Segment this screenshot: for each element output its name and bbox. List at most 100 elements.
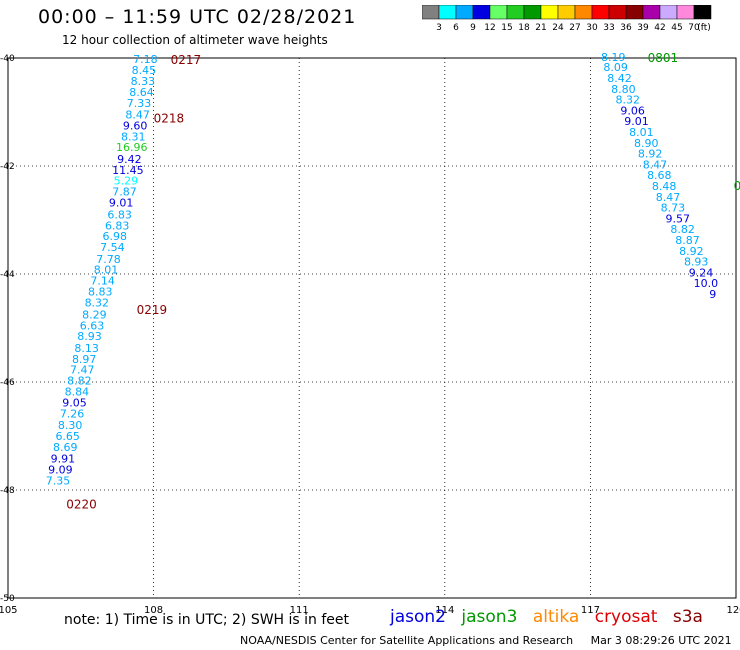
wave-height-value: 8.01: [94, 264, 119, 277]
wave-height-value: 8.42: [607, 72, 632, 85]
pass-time-label: 0217: [171, 53, 202, 67]
wave-height-value: 8.29: [82, 309, 107, 322]
wave-height-value: 9.01: [109, 197, 134, 210]
wave-height-value: 8.47: [125, 109, 150, 122]
wave-height-value: 8.97: [72, 353, 97, 366]
color-scale-label: 18: [518, 23, 530, 33]
wave-height-value: 8.32: [85, 297, 110, 310]
wave-height-value: 9.09: [48, 463, 73, 476]
wave-height-value: 9.42: [117, 153, 142, 166]
wave-height-value: 8.47: [656, 191, 681, 204]
wave-height-value: 8.73: [661, 202, 686, 215]
map-title: 00:00 – 11:59 UTC 02/28/2021: [38, 6, 357, 28]
legend-s3a: s3a: [672, 607, 703, 627]
longitude-label: 114: [435, 605, 454, 616]
color-scale-label: 3: [436, 23, 442, 33]
wave-height-value: 9.06: [620, 104, 645, 117]
longitude-label: 117: [581, 605, 600, 616]
wave-height-value: 9.05: [62, 397, 87, 410]
wave-height-value: 9.57: [666, 212, 691, 225]
wave-height-value: 8.92: [638, 148, 663, 161]
wave-height-value: 6.98: [103, 230, 128, 243]
wave-height-value: 7.14: [90, 274, 115, 287]
wave-height-value: 6.83: [105, 219, 130, 232]
latitude-label: -46: [0, 378, 15, 388]
wave-height-value: 7.26: [60, 407, 85, 420]
wave-height-value: 7.47: [70, 364, 95, 377]
wave-height-value: 8.92: [679, 245, 704, 258]
wave-height-value: 6.65: [55, 430, 80, 443]
legend-altika: altika: [532, 607, 580, 627]
color-scale-label: 39: [637, 23, 649, 33]
wave-height-value: 8.87: [675, 234, 700, 247]
wave-height-value: 8.48: [652, 180, 677, 193]
color-scale-label: 9: [470, 23, 476, 33]
pass-time-label: 0801: [648, 51, 679, 65]
footer-note: note: 1) Time is in UTC; 2) SWH is in fe…: [64, 612, 350, 628]
map-frame: [7, 57, 737, 599]
wave-height-value: 8.90: [634, 137, 659, 150]
wave-height-value: 9.60: [123, 120, 148, 133]
wave-height-value: 8.31: [121, 130, 146, 143]
wave-height-value: 8.83: [88, 285, 113, 298]
wave-height-value: 7.54: [100, 241, 125, 254]
latitude-label: -42: [0, 162, 15, 172]
wave-height-value: 7.33: [127, 97, 152, 110]
wave-height-value: 8.09: [603, 61, 628, 74]
longitude-label: 111: [290, 605, 309, 616]
wave-height-value: 8.82: [67, 374, 92, 387]
wave-height-value: 8.01: [629, 126, 654, 139]
wave-height-value: 9: [709, 288, 716, 301]
wave-height-value: 10.0: [694, 277, 719, 290]
wave-height-value: 16.96: [116, 141, 148, 154]
color-swatch: [693, 5, 712, 20]
wave-height-value: 6.63: [80, 319, 105, 332]
map-subtitle: 12 hour collection of altimeter wave hei…: [62, 33, 328, 47]
longitude-label: 108: [144, 605, 163, 616]
color-scale-unit: (ft): [697, 23, 711, 33]
color-scale-label: 36: [620, 23, 632, 33]
color-scale-label: 15: [501, 23, 512, 33]
pass-time-label: 0220: [66, 498, 97, 512]
wave-height-value: 7.78: [96, 253, 121, 266]
credit-text: NOAA/NESDIS Center for Satellite Applica…: [240, 634, 574, 647]
latitude-label: -44: [0, 270, 15, 280]
wave-height-value: 8.64: [129, 86, 154, 99]
wave-height-value: 8.32: [616, 94, 641, 107]
color-scale-label: 6: [453, 23, 459, 33]
pass-time-label: 0802: [734, 179, 740, 193]
color-scale-label: 12: [484, 23, 495, 33]
wave-height-value: 8.93: [77, 330, 102, 343]
wave-height-value: 8.19: [601, 51, 626, 64]
color-scale-label: 21: [535, 23, 546, 33]
latitude-label: -50: [0, 594, 15, 604]
wave-height-value: 8.30: [58, 419, 83, 432]
longitude-label: 105: [0, 605, 18, 616]
wave-height-value: 7.35: [46, 474, 71, 487]
wave-height-value: 11.45: [112, 164, 144, 177]
longitude-label: 120: [726, 605, 740, 616]
color-scale-label: 30: [586, 23, 598, 33]
wave-height-value: 9.24: [689, 266, 714, 279]
wave-height-value: 9.91: [51, 453, 76, 466]
color-scale-label: 33: [603, 23, 614, 33]
wave-height-value: 8.47: [643, 158, 668, 171]
legend-jason2: jason2: [390, 607, 446, 627]
legend-cryosat: cryosat: [594, 607, 658, 627]
wave-height-value: 6.83: [107, 209, 132, 222]
timestamp: Mar 3 08:29:26 UTC 2021: [590, 634, 732, 647]
latitude-label: -48: [0, 486, 15, 496]
wave-height-value: 8.68: [647, 169, 672, 182]
wave-height-value: 8.93: [684, 256, 709, 269]
wave-height-value: 8.69: [53, 441, 78, 454]
wave-height-value: 8.80: [611, 83, 636, 96]
color-scale-label: 24: [552, 23, 564, 33]
latitude-label: -40: [0, 54, 15, 64]
wave-height-value: 8.33: [131, 75, 156, 88]
credit-line: NOAA/NESDIS Center for Satellite Applica…: [240, 634, 732, 647]
wave-height-value: 5.29: [114, 175, 139, 188]
color-scale-label: 70: [688, 23, 700, 33]
color-scale-bar: 3 6 9 12 15 18 21 24 27 30 33 36 39 42 45 70(ft): [422, 5, 712, 33]
wave-height-value: 8.82: [670, 223, 695, 236]
